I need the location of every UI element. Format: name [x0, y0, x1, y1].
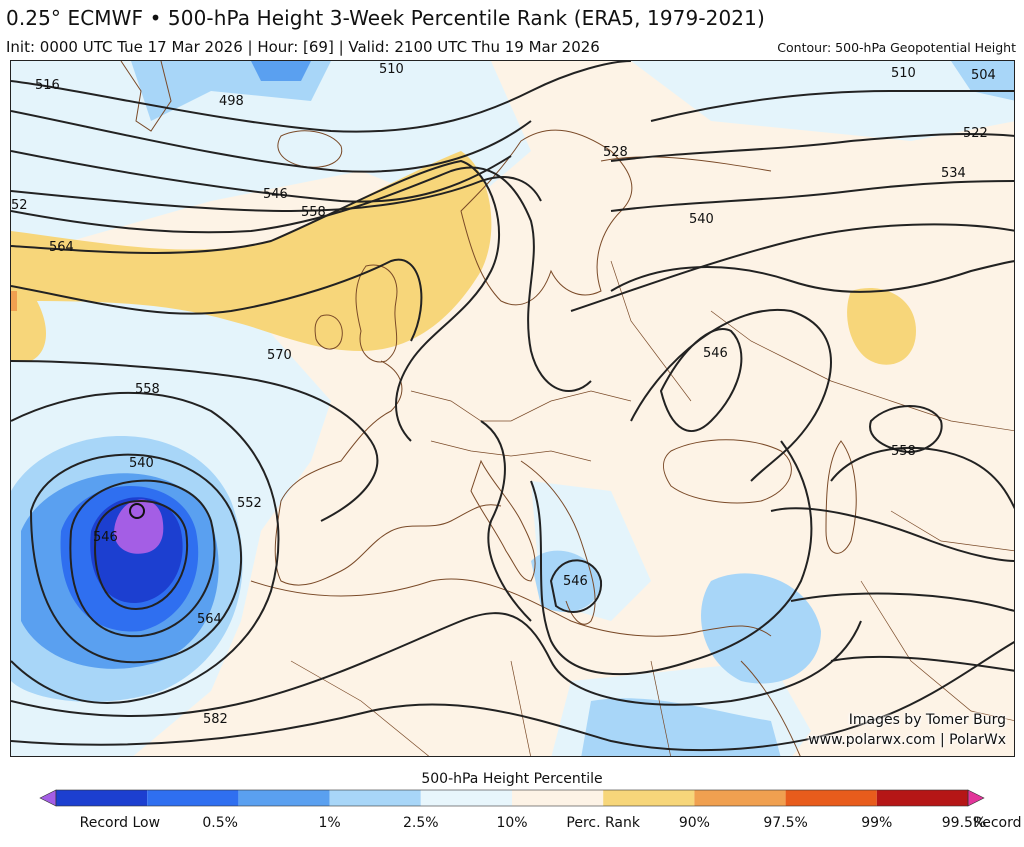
above-97-shading: [11, 291, 17, 311]
colorbar-title: 500-hPa Height Percentile: [421, 771, 603, 787]
credit-line-2: www.polarwx.com | PolarWx: [808, 732, 1006, 748]
map-panel: 516 498 510 546 558 564 570 558 540 546 …: [10, 60, 1015, 757]
contour-label: 522: [963, 126, 988, 141]
contour-label: 546: [563, 574, 588, 589]
contour-label: 564: [49, 240, 74, 255]
contour-label: 546: [93, 530, 118, 545]
contour-label: 546: [263, 187, 288, 202]
map-canvas: 516 498 510 546 558 564 570 558 540 546 …: [11, 61, 1014, 756]
colorbar-segments: [39, 789, 985, 807]
colorbar-segment: [512, 790, 604, 806]
colorbar-tick-label: 0.5%: [202, 815, 238, 831]
height-contours: [11, 61, 1014, 752]
colorbar-tick-label: Record Max: [973, 815, 1024, 831]
contour-label: 564: [197, 612, 222, 627]
contour-label-group: 516 498 510 546 558 564 570 558 540 546 …: [11, 62, 996, 727]
colorbar-tick-label: 99.5%: [941, 815, 987, 831]
contour-label: 498: [219, 94, 244, 109]
colorbar-tick-label: 99%: [861, 815, 893, 831]
contour-label: 516: [35, 78, 60, 93]
colorbar-segment: [785, 790, 877, 806]
colorbar-segment: [147, 790, 239, 806]
contour-label: 534: [941, 166, 966, 181]
contour-label: 546: [703, 346, 728, 361]
map-title: 0.25° ECMWF • 500-hPa Height 3-Week Perc…: [6, 6, 765, 30]
contour-label: 558: [891, 444, 916, 459]
contour-label: 558: [301, 205, 326, 220]
colorbar-record-max-extend: [967, 789, 985, 807]
contour-label: 582: [203, 712, 228, 727]
contour-label: 540: [689, 212, 714, 227]
contour-label: 558: [135, 382, 160, 397]
colorbar-segment: [420, 790, 512, 806]
contour-note: Contour: 500-hPa Geopotential Height: [777, 40, 1016, 55]
record-low-shading: [114, 499, 164, 554]
colorbar-border: [55, 789, 969, 807]
colorbar-tick-label: 97.5%: [763, 815, 808, 831]
colorbar: [39, 789, 985, 807]
colorbar-segment: [56, 790, 148, 806]
colorbar-tick-label: Perc. Rank: [566, 815, 640, 831]
coastlines: [120, 61, 1014, 756]
colorbar-segment: [603, 790, 695, 806]
contour-label: 504: [971, 68, 996, 83]
colorbar-tick-label: 1%: [318, 815, 341, 831]
contour-label: 528: [603, 145, 628, 160]
colorbar-record-low-extend: [39, 789, 57, 807]
low-center-marker: [129, 503, 145, 519]
colorbar-tick-label: 10%: [496, 815, 528, 831]
credit-line-1: Images by Tomer Burg: [848, 712, 1006, 728]
map-subtitle: Init: 0000 UTC Tue 17 Mar 2026 | Hour: […: [6, 38, 600, 56]
colorbar-tick-label: 90%: [678, 815, 710, 831]
colorbar-segment: [329, 790, 421, 806]
colorbar-segment: [694, 790, 786, 806]
colorbar-tick-label: Record Low: [79, 815, 161, 831]
contour-label: 52: [11, 198, 28, 213]
contour-label: 540: [129, 456, 154, 471]
contour-label: 510: [379, 62, 404, 77]
contour-label: 552: [237, 496, 262, 511]
colorbar-segment: [876, 790, 968, 806]
contour-label: 570: [267, 348, 292, 363]
contour-label: 510: [891, 66, 916, 81]
colorbar-tick-label: 2.5%: [403, 815, 439, 831]
colorbar-segment: [238, 790, 330, 806]
